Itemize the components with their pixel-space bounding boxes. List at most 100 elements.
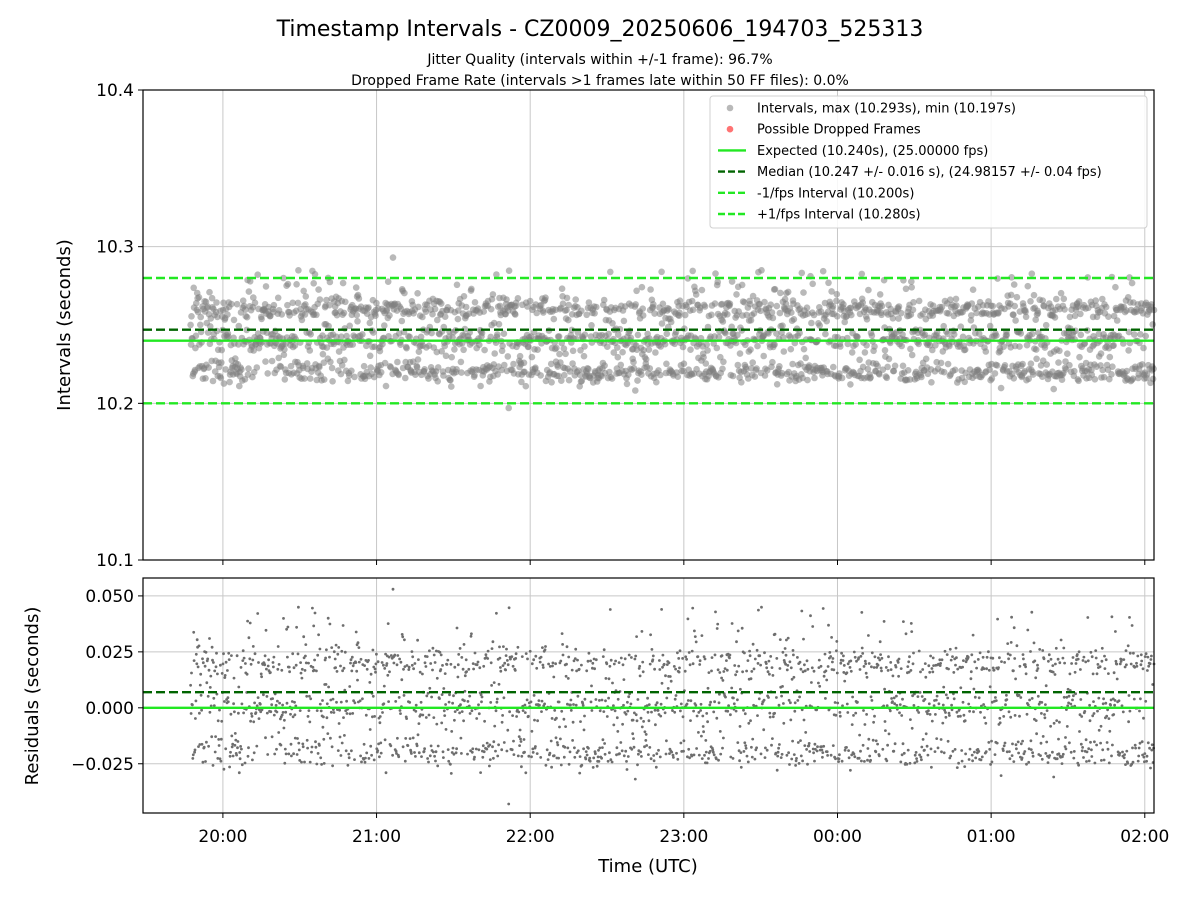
intervals-y-ticks: 10.110.210.310.4 xyxy=(96,81,1146,571)
legend-label: +1/fps Interval (10.280s) xyxy=(757,208,921,223)
residual-point xyxy=(584,750,588,753)
residual-point xyxy=(499,666,502,669)
interval-point xyxy=(262,358,269,365)
residual-point xyxy=(616,730,620,733)
residual-point xyxy=(573,657,577,660)
residual-point xyxy=(1125,749,1129,753)
residual-point xyxy=(954,663,957,667)
residual-point xyxy=(440,721,444,725)
residual-point xyxy=(929,654,932,658)
interval-point xyxy=(480,308,488,315)
residual-point xyxy=(843,679,847,683)
residual-point xyxy=(738,759,741,763)
residual-point xyxy=(907,670,911,674)
residual-reference-lines xyxy=(143,690,1154,710)
interval-point xyxy=(460,346,467,354)
residual-point xyxy=(627,695,631,699)
interval-point xyxy=(491,350,499,357)
residual-point xyxy=(705,761,709,765)
residual-point xyxy=(201,760,205,764)
interval-point xyxy=(1128,279,1136,287)
residual-point xyxy=(514,652,518,656)
interval-point xyxy=(230,316,238,324)
residual-point xyxy=(720,676,723,680)
residual-point xyxy=(602,648,606,652)
interval-point xyxy=(780,334,787,341)
residuals-axis-ticks: 20:00 21:00 22:00 23:00 00:00 01:00 02:00−0.02… xyxy=(71,587,1169,847)
residual-point xyxy=(1137,746,1141,750)
residual-point xyxy=(405,664,409,667)
residual-point xyxy=(276,699,279,703)
interval-point xyxy=(800,289,807,296)
interval-point xyxy=(689,267,696,275)
residual-point xyxy=(1122,658,1126,661)
residual-point xyxy=(610,760,614,764)
interval-point xyxy=(787,333,794,341)
residual-point xyxy=(1099,741,1102,745)
interval-point xyxy=(1077,331,1085,339)
interval-point xyxy=(192,332,200,340)
residual-point xyxy=(460,656,464,659)
interval-point xyxy=(313,376,321,384)
residual-point xyxy=(835,649,838,653)
interval-point xyxy=(840,301,847,308)
residual-point xyxy=(866,747,870,750)
residual-point xyxy=(747,721,751,725)
residual-point xyxy=(1097,696,1101,700)
residual-point xyxy=(852,752,856,756)
interval-point xyxy=(833,297,840,305)
residual-point xyxy=(905,762,909,766)
residual-point xyxy=(310,745,314,749)
residual-point xyxy=(1045,709,1049,712)
residual-point xyxy=(671,753,675,757)
residual-point xyxy=(414,709,418,713)
interval-point xyxy=(516,352,524,360)
residual-point xyxy=(1105,714,1109,718)
residual-point xyxy=(297,748,301,752)
residual-point xyxy=(306,746,309,750)
residual-point xyxy=(619,656,623,660)
residual-point xyxy=(1101,702,1105,706)
residual-point xyxy=(585,669,589,673)
residual-point xyxy=(1093,761,1097,765)
residual-point xyxy=(890,697,893,700)
residual-point xyxy=(235,753,239,757)
interval-point xyxy=(417,333,425,341)
residual-point xyxy=(1019,742,1023,746)
residual-point xyxy=(248,621,252,625)
interval-point xyxy=(344,377,352,385)
interval-point xyxy=(1039,297,1046,304)
residual-point xyxy=(1146,655,1150,659)
residual-point xyxy=(883,687,886,691)
residual-point xyxy=(947,711,951,715)
interval-point xyxy=(367,364,375,371)
residual-point xyxy=(592,756,596,760)
interval-point xyxy=(822,330,829,338)
residual-point xyxy=(768,711,772,715)
residual-point xyxy=(480,695,484,699)
residual-point xyxy=(383,738,387,742)
residual-point xyxy=(405,717,408,720)
residual-point xyxy=(1059,638,1063,642)
interval-point xyxy=(773,381,781,388)
residual-point xyxy=(580,763,584,767)
residual-point xyxy=(313,658,316,662)
residual-point xyxy=(398,657,401,661)
residual-point xyxy=(378,715,382,718)
residual-point xyxy=(874,750,878,754)
residual-point xyxy=(264,736,267,740)
residual-point xyxy=(460,752,463,755)
residual-point xyxy=(736,698,739,702)
residual-point xyxy=(215,651,218,655)
residual-point xyxy=(1073,670,1077,674)
interval-point xyxy=(789,360,796,368)
residual-point xyxy=(1107,717,1111,720)
residual-point xyxy=(672,665,676,668)
residual-point xyxy=(925,744,929,748)
residual-point xyxy=(458,711,461,715)
residual-point xyxy=(946,739,950,743)
interval-point xyxy=(918,373,925,381)
residual-point xyxy=(329,736,332,740)
interval-reference-lines xyxy=(143,276,1154,405)
residual-point xyxy=(435,649,438,653)
